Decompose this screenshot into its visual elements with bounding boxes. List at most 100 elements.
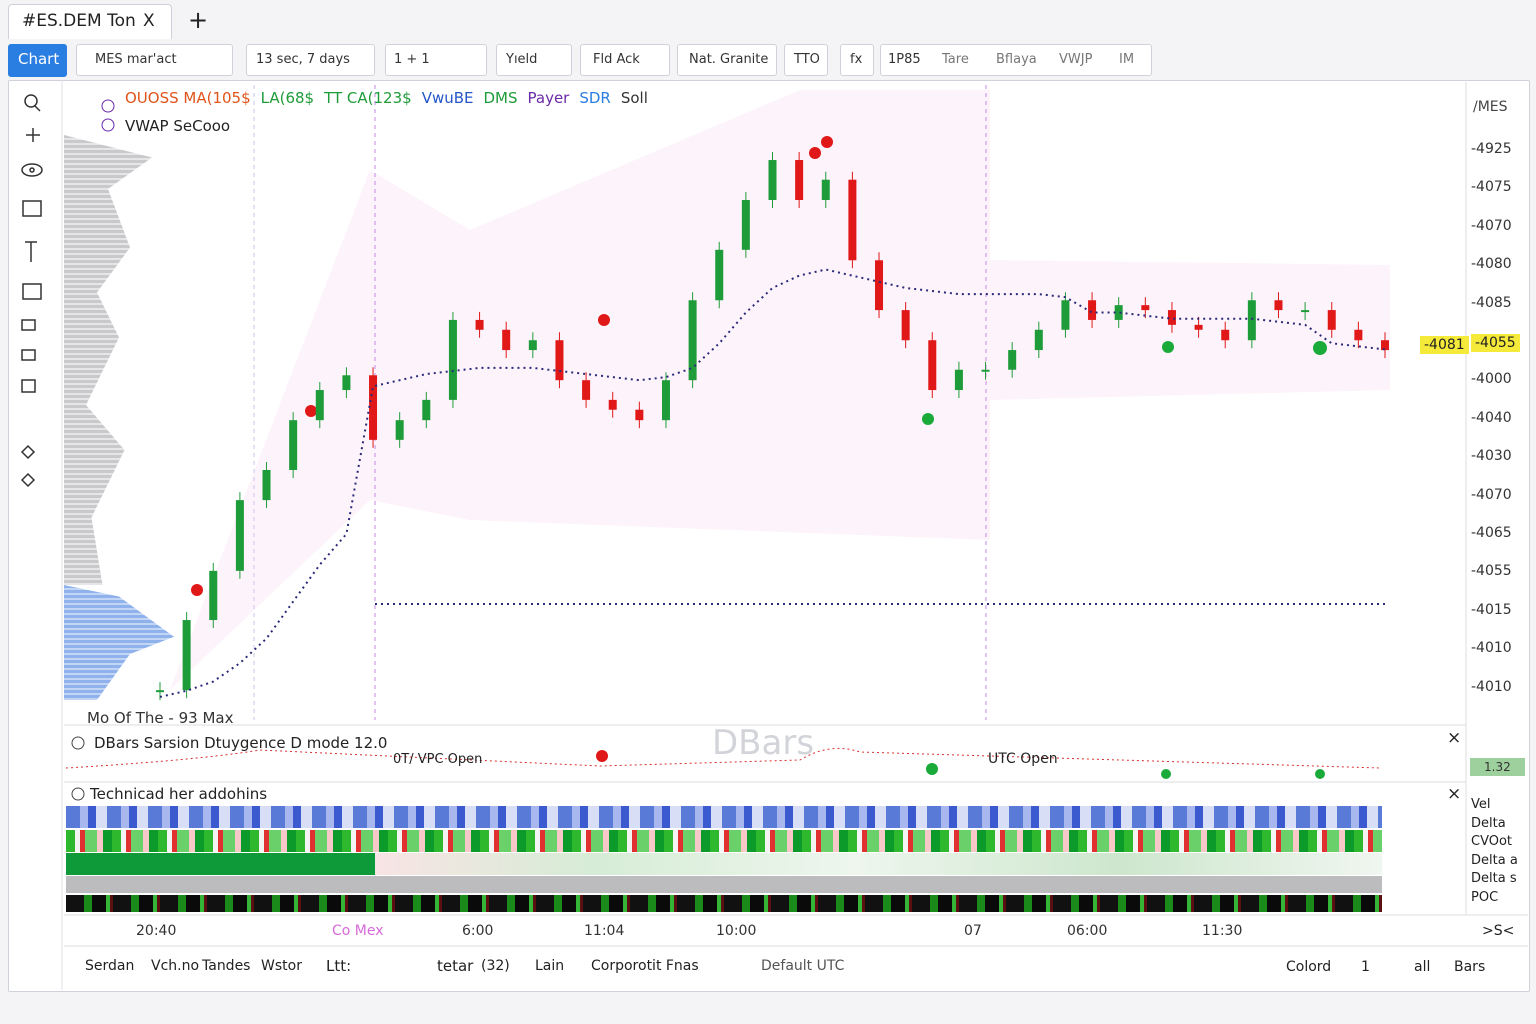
time-label: 07	[964, 923, 982, 939]
badge: 1.32	[1470, 758, 1525, 776]
row-label: Vel	[1471, 797, 1491, 812]
toolbar-item[interactable]: VWJP	[1059, 52, 1093, 67]
pane-close[interactable]: ×	[1447, 728, 1462, 748]
footer-item[interactable]: Lain	[535, 958, 565, 974]
tab-title[interactable]: #ES.DEM Ton	[22, 11, 136, 31]
signal-dot	[809, 147, 821, 159]
footer-item[interactable]: Ltt:	[326, 957, 352, 975]
candle-body	[555, 340, 564, 381]
new-tab[interactable]: +	[188, 6, 209, 34]
footer-item[interactable]: Bars	[1454, 959, 1486, 975]
legend-icon	[101, 99, 115, 113]
dropdown[interactable]	[496, 44, 572, 76]
dropdown[interactable]	[76, 44, 233, 76]
time-label: 6:00	[462, 923, 494, 939]
row-label: Delta	[1471, 815, 1506, 831]
pane-label: UTC Open	[988, 751, 1058, 767]
toolbar-fx[interactable]: fx	[850, 52, 863, 67]
axis-label: -4055	[1471, 334, 1520, 352]
legend-item: SDR	[579, 89, 611, 107]
toolbar-symbol[interactable]: MES mar'act	[95, 52, 177, 67]
candle-body	[1167, 310, 1176, 325]
legend-item: VwuBE	[421, 89, 474, 107]
footer-item[interactable]: (32)	[481, 958, 510, 974]
row-label: Delta s	[1471, 871, 1517, 886]
footer-item[interactable]: Corporotit Fnas	[591, 958, 699, 974]
legend-icon	[101, 118, 115, 132]
signal-line	[65, 747, 1381, 769]
axis-label: -4075	[1471, 179, 1512, 196]
legend-item: OUOSS MA(105$	[125, 89, 251, 107]
band	[170, 90, 1390, 690]
watermark: DBars	[712, 723, 815, 763]
toolbar-field[interactable]: Fld Ack	[593, 52, 640, 67]
pane-close[interactable]: ×	[1447, 784, 1462, 804]
legend-icon	[71, 736, 85, 750]
toolbar-item[interactable]: Bflaya	[996, 52, 1037, 67]
candle-body	[582, 380, 591, 400]
signal-dot	[305, 405, 317, 417]
candle-body	[1221, 329, 1230, 341]
signal-dot	[598, 314, 610, 326]
toolbar-interval[interactable]: 13 sec, 7 days	[256, 52, 350, 67]
vwap-line	[159, 268, 1386, 698]
candle-body	[715, 249, 724, 301]
footer-item[interactable]: Vch.no	[151, 958, 200, 974]
toolbar-item[interactable]: 1P85	[888, 52, 921, 67]
footer-item[interactable]: Serdan	[85, 958, 135, 974]
tab-close[interactable]: X	[143, 11, 155, 31]
toolbar-icons	[20, 94, 43, 488]
timezone[interactable]: Default UTC	[761, 958, 845, 974]
chart-button[interactable]	[8, 44, 67, 77]
signal-dot	[926, 763, 938, 775]
candle-body	[981, 369, 990, 372]
candle-body	[315, 390, 324, 421]
row-label: Delta a	[1471, 852, 1518, 868]
dropdown[interactable]	[580, 44, 670, 76]
candle-body	[901, 310, 910, 341]
toolbar-tto[interactable]: TTO	[794, 52, 820, 67]
pane-title: DBars Sarsion Dtuygence D mode 12.0	[94, 734, 388, 752]
candle-body	[342, 375, 351, 391]
footer-item[interactable]: tetar	[437, 957, 474, 975]
candle-body	[369, 375, 378, 440]
dropdown[interactable]	[246, 44, 375, 76]
tab[interactable]	[8, 4, 172, 39]
candle-body	[1061, 300, 1070, 330]
toolbar-theme[interactable]: Nat. Granite	[689, 52, 769, 67]
candle-body	[635, 409, 644, 421]
toolbar-yield[interactable]: Yıeld	[506, 52, 538, 67]
candle-body	[528, 340, 537, 351]
footer-item[interactable]: all	[1414, 959, 1431, 975]
dropdown[interactable]	[840, 44, 874, 76]
axis-label: -4070	[1471, 486, 1512, 503]
dropdown[interactable]	[385, 44, 487, 76]
volume-label: Mo Of The - 93 Max	[87, 709, 234, 727]
dropdown[interactable]	[784, 44, 828, 76]
axis-label: -4925	[1471, 141, 1512, 157]
footer-item[interactable]: Tandes	[202, 958, 251, 974]
candle-body	[475, 319, 484, 330]
legend-item: LA(68$	[260, 89, 315, 107]
candle-body	[262, 469, 271, 501]
candle-body	[1247, 300, 1256, 341]
toolbar-layout[interactable]: 1 + 1	[394, 52, 430, 67]
candle-body	[1381, 340, 1389, 351]
axis-label: -4080	[1471, 256, 1512, 273]
axis-label: -4040	[1471, 409, 1512, 426]
candle-body	[156, 690, 164, 693]
candle-body	[395, 420, 404, 440]
candle-body	[1274, 300, 1283, 311]
footer-item[interactable]: Wstor	[261, 958, 302, 974]
chart-label[interactable]: Chart	[18, 50, 60, 68]
footer-item[interactable]: 1	[1361, 959, 1370, 975]
footer-item[interactable]: Colord	[1286, 959, 1332, 975]
toolbar-item[interactable]: Tare	[942, 52, 969, 67]
dropdown[interactable]	[880, 44, 1152, 76]
dropdown[interactable]	[677, 44, 777, 76]
toolbar-item[interactable]: IM	[1119, 52, 1135, 67]
time-label: 06:00	[1067, 923, 1108, 939]
pane-title: Technicad her addohins	[90, 785, 268, 803]
axis-label: -4065	[1471, 525, 1512, 541]
